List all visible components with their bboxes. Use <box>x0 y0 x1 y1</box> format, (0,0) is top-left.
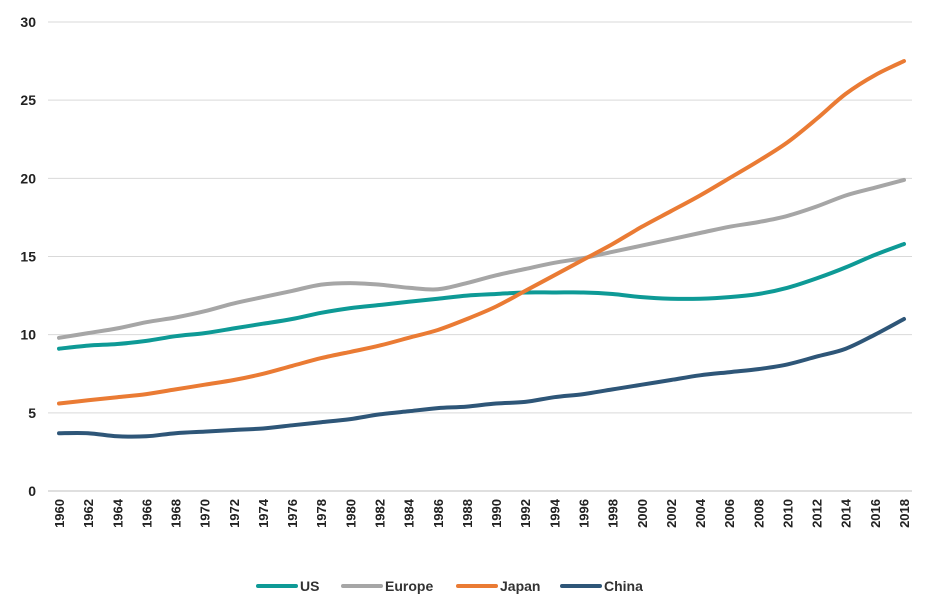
y-tick-label: 0 <box>28 483 36 499</box>
series-line-europe <box>57 177 906 340</box>
legend-item-japan: Japan <box>456 578 540 594</box>
y-tick-label: 30 <box>20 14 36 30</box>
legend-item-europe: Europe <box>341 578 433 594</box>
x-tick-label: 2010 <box>780 499 795 528</box>
legend-label: Europe <box>385 578 433 594</box>
x-tick-label: 1988 <box>460 499 475 528</box>
x-tick-label: 2018 <box>897 499 912 528</box>
x-tick-label: 1960 <box>52 499 67 528</box>
x-tick-label: 1964 <box>110 498 125 528</box>
x-tick-label: 1966 <box>139 499 154 528</box>
series-line-us <box>57 242 906 351</box>
gridlines <box>48 21 912 492</box>
x-tick-label: 2014 <box>839 498 854 528</box>
legend-item-china: China <box>560 578 643 594</box>
x-tick-label: 1974 <box>256 498 271 528</box>
x-tick-label: 1972 <box>227 499 242 528</box>
y-tick-label: 10 <box>20 327 36 343</box>
x-tick-label: 2006 <box>722 499 737 528</box>
x-tick-label: 1962 <box>81 499 96 528</box>
x-tick-label: 2012 <box>810 499 825 528</box>
legend: US Europe Japan China <box>256 578 643 594</box>
x-tick-label: 1976 <box>285 499 300 528</box>
series-line-japan <box>57 59 906 406</box>
x-tick-label: 1970 <box>198 499 213 528</box>
x-tick-label: 1994 <box>547 498 562 528</box>
x-tick-label: 1968 <box>169 499 184 528</box>
legend-label: US <box>300 578 319 594</box>
x-tick-label: 1982 <box>373 499 388 528</box>
x-tick-label: 2008 <box>751 499 766 528</box>
x-tick-label: 2004 <box>693 498 708 528</box>
x-tick-label: 1992 <box>518 499 533 528</box>
y-axis-ticks: 0 5 10 15 20 25 30 <box>20 14 36 499</box>
legend-label: China <box>604 578 643 594</box>
y-tick-label: 5 <box>28 405 36 421</box>
series-line-china <box>57 317 906 439</box>
y-tick-label: 20 <box>20 170 36 186</box>
x-tick-label: 1998 <box>606 499 621 528</box>
y-tick-label: 25 <box>20 92 36 108</box>
x-tick-label: 2002 <box>664 499 679 528</box>
x-tick-label: 2000 <box>635 499 650 528</box>
x-tick-label: 2016 <box>868 499 883 528</box>
legend-item-us: US <box>256 578 319 594</box>
x-tick-label: 1984 <box>402 498 417 528</box>
x-tick-label: 1996 <box>576 499 591 528</box>
x-tick-label: 1978 <box>314 499 329 528</box>
x-tick-label: 1990 <box>489 499 504 528</box>
series-lines <box>57 59 906 439</box>
x-tick-label: 1986 <box>431 499 446 528</box>
legend-label: Japan <box>500 578 540 594</box>
x-tick-label: 1980 <box>343 499 358 528</box>
y-tick-label: 15 <box>20 249 36 265</box>
x-axis-ticks: 1960 1962 1964 1966 1968 1970 1972 1974 1976 1978… <box>52 498 912 528</box>
